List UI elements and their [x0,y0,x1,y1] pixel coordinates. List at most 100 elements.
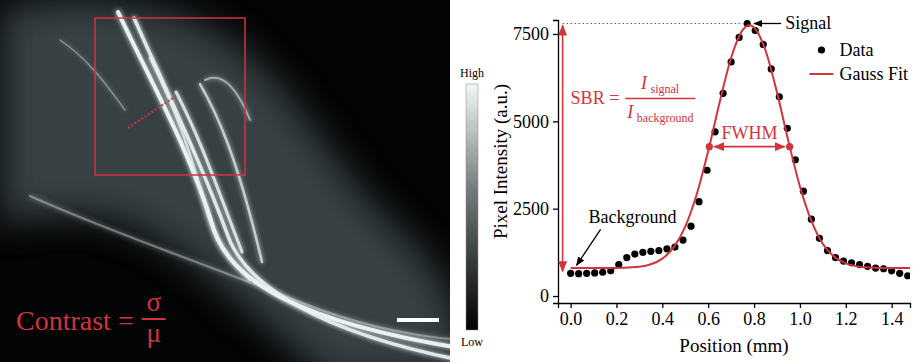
data-point [599,269,606,276]
fiber [134,18,450,360]
background-arrow [577,229,601,265]
tick: 1.0 [789,303,812,329]
tick-mark [553,34,558,35]
data-point [647,248,654,255]
signal-label: Signal [785,13,831,33]
legend-label: Gauss Fit [839,64,908,84]
sbr-term: Isignal [640,73,680,96]
tick: 0.4 [652,303,675,329]
tick-mark [846,303,847,308]
tick-mark [892,303,893,308]
tick-mark [708,303,709,308]
tick: 7500 [513,24,558,44]
tick-label: 5000 [513,112,549,132]
fwhm-point [706,143,713,150]
tick: 1.4 [881,303,904,329]
data-point [695,198,702,205]
data-point [623,254,630,261]
y-axis: 0 2500 5000 7500 [513,21,559,307]
fiber [205,78,250,120]
contrast-label: Contrast = [16,305,134,336]
tick-label: 7500 [513,24,549,44]
fwhm-label: FWHM [721,123,777,143]
x-axis: 0.0 0.2 0.4 0.6 0.8 1.0 1.2 1.4 [559,303,911,329]
tick-label: 0 [540,286,549,306]
data-point [655,247,662,254]
tick-label: 1.2 [835,309,858,329]
tick-label: 2500 [513,199,549,219]
region-box [95,18,245,175]
colorbar [466,84,478,330]
fwhm-point [786,143,793,150]
tick: 0 [540,286,558,306]
tick-mark [553,296,558,297]
legend-label: Data [839,40,873,60]
scale-bar [397,318,439,322]
sbr-arrow [562,25,564,271]
signal-level-line [563,23,744,24]
y-axis-title: Pixel Intensity (a.u.) [490,84,512,239]
sbr-term: Ibackground [626,102,693,125]
colorbar-high: High [460,66,484,80]
legend-swatch [818,46,825,53]
legend: Data Gauss Fit [809,40,908,84]
sbr-sub: signal [650,82,679,96]
x-axis-line [559,304,911,309]
fiber [150,58,250,280]
figure: Contrast = σμ High Low 0.0 0.2 0.4 0.6 0.8 1.0 1.2… [0,0,921,362]
page: Contrast = σμ High Low 0.0 0.2 0.4 0.6 0.8 1.0 1.2… [0,0,921,362]
data-point [591,269,598,276]
fiber [200,84,262,262]
tick: 0.2 [606,303,629,329]
data-point [639,249,646,256]
contrast-numerator: σ [146,287,161,317]
fiber [60,40,125,110]
tick: 0.6 [697,303,720,329]
microscopy-image [0,0,450,362]
x-axis-title: Position (mm) [679,335,788,357]
tick-mark [616,303,617,308]
background-label: Background [589,207,677,227]
data-point [583,270,590,277]
tick: 1.2 [835,303,858,329]
tick-label: 0.8 [743,309,766,329]
tick-mark [570,303,571,308]
tick-label: 1.0 [789,309,812,329]
signal-arrow [754,23,781,24]
fiber [176,92,242,252]
tick: 5000 [513,112,558,132]
data-point [631,250,638,257]
plot-marks [567,20,910,279]
tissue [0,0,450,362]
colorbar-low: Low [461,335,483,349]
data-point [575,270,582,277]
tick: 0.0 [560,303,583,329]
tick-mark [553,121,558,122]
tick: 0.8 [743,303,766,329]
tick-mark [754,303,755,308]
data-point [896,270,903,277]
tick: 2500 [513,199,558,219]
fit-line [571,25,910,268]
tick-label: 0.6 [697,309,720,329]
tick-label: 1.4 [881,309,904,329]
tick-mark [800,303,801,308]
sbr-main: I [626,102,634,122]
tick-mark [553,209,558,210]
tick-label: 0.4 [652,309,675,329]
data-point [904,272,910,279]
fwhm-arrow [714,146,784,148]
legend-swatch [809,73,833,75]
tick-mark [662,303,663,308]
y-axis-line [553,21,559,304]
sbr-main: I [640,73,648,93]
tick-label: 0.2 [606,309,629,329]
sbr-fraction-bar [625,98,695,99]
tick-label: 0.0 [560,309,583,329]
sbr-sub: background [637,111,694,125]
sbr-label: SBR = [571,88,620,108]
profile-line [128,96,176,128]
data-point [687,223,694,230]
contrast-denominator: μ [146,318,160,348]
data-point [567,270,574,277]
